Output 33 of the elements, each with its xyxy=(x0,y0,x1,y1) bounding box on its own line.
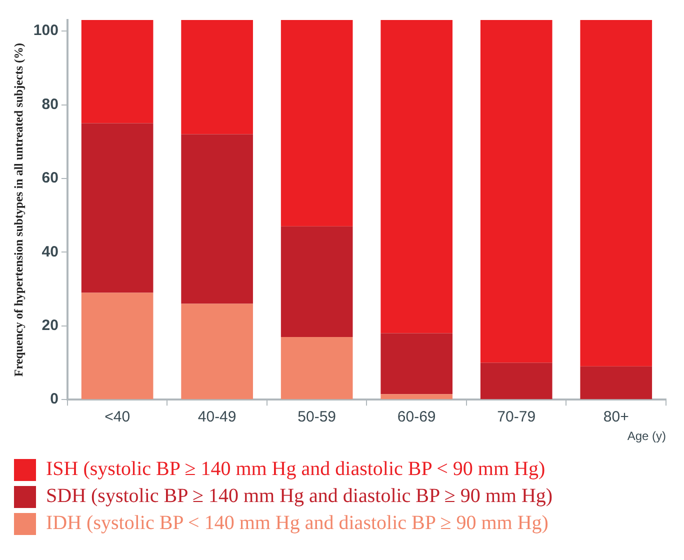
legend-label: SDH (systolic BP ≥ 140 mm Hg and diastolic BP ≥ 90 mm Hg) xyxy=(46,485,553,508)
bar xyxy=(380,394,453,400)
bar xyxy=(480,362,552,400)
bar xyxy=(181,20,253,134)
legend-label: ISH (systolic BP ≥ 140 mm Hg and diastolic BP < 90 mm Hg) xyxy=(46,458,546,481)
bar xyxy=(181,304,253,400)
y-tick-label: 0 xyxy=(50,390,58,408)
y-tick-label: 20 xyxy=(42,317,58,334)
x-tick-label: 50-59 xyxy=(298,408,336,426)
x-tick-label: 80+ xyxy=(603,408,630,426)
bar xyxy=(380,333,453,394)
y-axis-title: Frequency of hypertension subtypes in all untreated subjects (%) xyxy=(11,43,26,377)
y-tick-label: 40 xyxy=(42,243,58,260)
bar xyxy=(480,20,552,363)
bar xyxy=(380,20,453,334)
x-tick-label: 60-69 xyxy=(397,408,436,426)
bar xyxy=(81,20,154,124)
bar xyxy=(81,123,154,293)
x-tick-label: 70-79 xyxy=(497,408,536,426)
y-tick-label: 60 xyxy=(42,170,58,187)
y-tick-label: 100 xyxy=(33,22,58,40)
x-tick-label: <40 xyxy=(104,408,130,426)
bar xyxy=(580,20,652,366)
x-tick-label: 40-49 xyxy=(198,408,236,426)
bar xyxy=(280,226,353,337)
bar xyxy=(280,336,353,400)
x-axis-title: Age (y) xyxy=(627,429,666,444)
bar xyxy=(181,134,253,304)
bar xyxy=(81,292,154,400)
y-tick-label: 80 xyxy=(42,96,58,113)
bar xyxy=(280,20,353,226)
bar xyxy=(580,366,652,400)
legend-label: IDH (systolic BP < 140 mm Hg and diastolic BP ≥ 90 mm Hg) xyxy=(46,512,548,535)
